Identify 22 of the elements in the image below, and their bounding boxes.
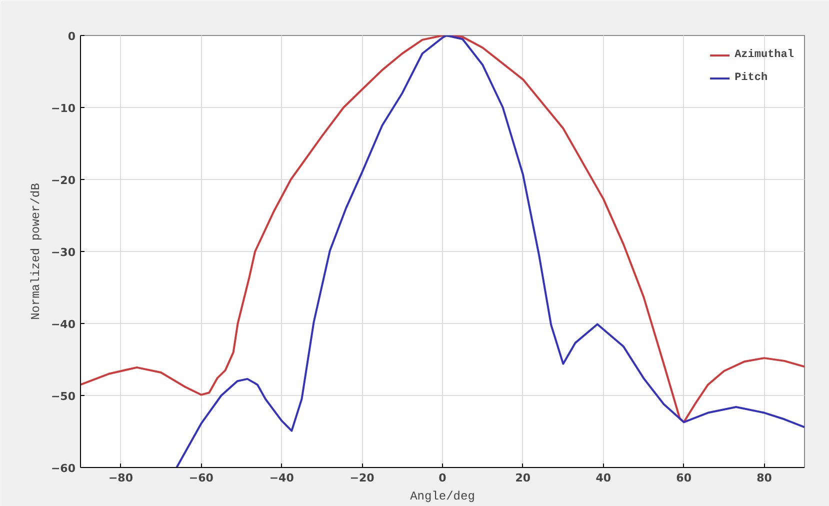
line-series — [176, 36, 804, 468]
y-tick-label: −30 — [50, 246, 76, 259]
legend-label: Azimuthal — [734, 49, 794, 61]
x-tick-label: 20 — [515, 472, 531, 484]
line-series — [80, 36, 804, 424]
legend-label: Pitch — [734, 72, 768, 84]
x-tick-label: 40 — [596, 472, 612, 484]
x-axis-title: Angle/deg — [410, 490, 475, 504]
y-tick-label: −10 — [50, 102, 76, 115]
x-tick-label: −80 — [108, 472, 134, 484]
y-tick-label: 0 — [68, 30, 76, 43]
x-tick-label: −60 — [188, 472, 214, 484]
y-tick-label: −40 — [50, 318, 76, 331]
y-tick-label: −20 — [50, 174, 76, 187]
x-tick-label: −20 — [350, 472, 375, 484]
y-tick-label: −60 — [50, 462, 76, 475]
x-tick-label: −40 — [269, 472, 294, 484]
x-tick-label: 0 — [438, 472, 447, 484]
y-axis-title: Normalized power/dB — [28, 183, 43, 320]
x-tick-label: 80 — [756, 472, 772, 484]
y-tick-label: −50 — [50, 390, 76, 403]
x-tick-label: 60 — [676, 472, 692, 484]
